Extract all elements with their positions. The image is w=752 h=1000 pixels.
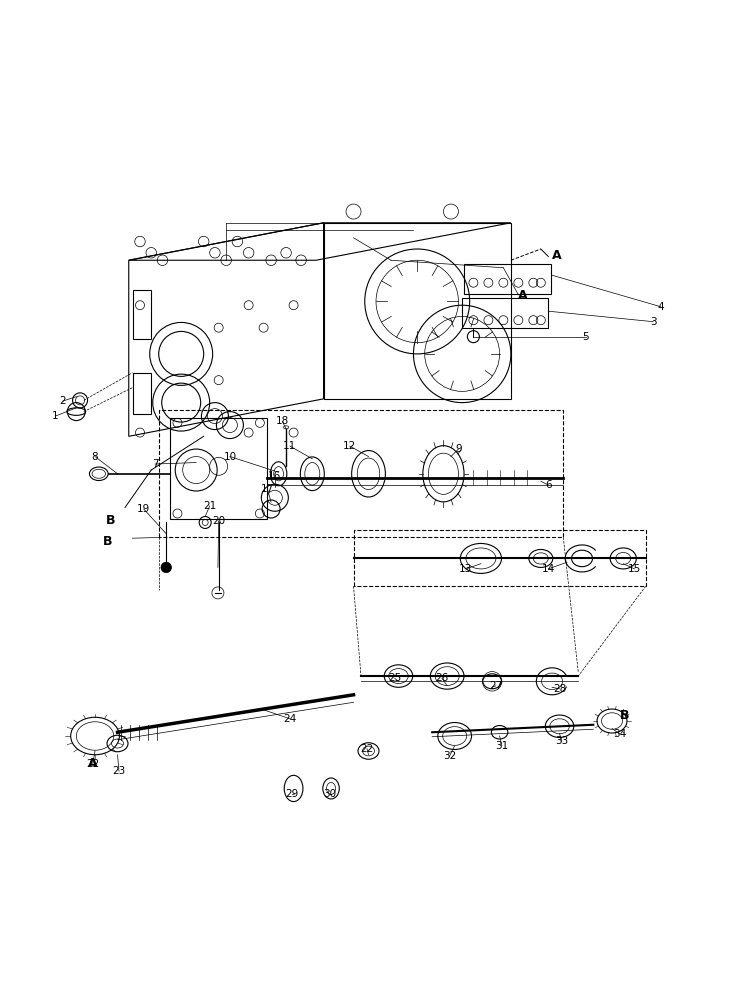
Text: 32: 32 xyxy=(443,751,456,761)
Text: 25: 25 xyxy=(388,673,402,683)
Text: 13: 13 xyxy=(459,564,472,574)
Text: 7: 7 xyxy=(152,459,158,469)
Text: 8: 8 xyxy=(92,452,99,462)
Text: 6: 6 xyxy=(545,480,552,490)
Text: 1: 1 xyxy=(52,411,59,421)
Text: 31: 31 xyxy=(496,741,508,751)
Text: 5: 5 xyxy=(583,332,589,342)
Text: A: A xyxy=(552,249,562,262)
Text: 26: 26 xyxy=(435,673,448,683)
Text: 29: 29 xyxy=(286,789,299,799)
Text: A: A xyxy=(87,757,97,770)
Text: 23: 23 xyxy=(112,766,126,776)
Text: 14: 14 xyxy=(541,564,555,574)
Text: B: B xyxy=(620,709,629,722)
Text: B: B xyxy=(106,514,116,527)
Text: B: B xyxy=(102,535,112,548)
Text: 24: 24 xyxy=(284,714,296,724)
Ellipse shape xyxy=(89,467,108,481)
Text: 15: 15 xyxy=(628,564,641,574)
Text: 9: 9 xyxy=(455,444,462,454)
Text: 27: 27 xyxy=(490,681,502,691)
Text: 2: 2 xyxy=(59,396,66,406)
Bar xyxy=(132,290,151,339)
Text: 18: 18 xyxy=(276,416,289,426)
Text: 16: 16 xyxy=(268,471,281,481)
Text: 11: 11 xyxy=(284,441,296,451)
Text: 10: 10 xyxy=(223,452,236,462)
Text: 12: 12 xyxy=(343,441,356,451)
Text: 28: 28 xyxy=(553,684,566,694)
Text: 4: 4 xyxy=(657,302,664,312)
Text: 17: 17 xyxy=(261,484,274,494)
Text: 22: 22 xyxy=(360,744,374,754)
Circle shape xyxy=(161,562,171,573)
Bar xyxy=(132,373,151,414)
Text: 30: 30 xyxy=(323,789,336,799)
Text: 20: 20 xyxy=(212,516,226,526)
Text: 19: 19 xyxy=(137,504,150,514)
Text: 34: 34 xyxy=(613,729,626,739)
Text: A: A xyxy=(518,289,528,302)
Text: 21: 21 xyxy=(203,501,217,511)
Text: 3: 3 xyxy=(650,317,656,327)
Text: 22: 22 xyxy=(86,759,99,769)
Text: 33: 33 xyxy=(555,736,569,746)
